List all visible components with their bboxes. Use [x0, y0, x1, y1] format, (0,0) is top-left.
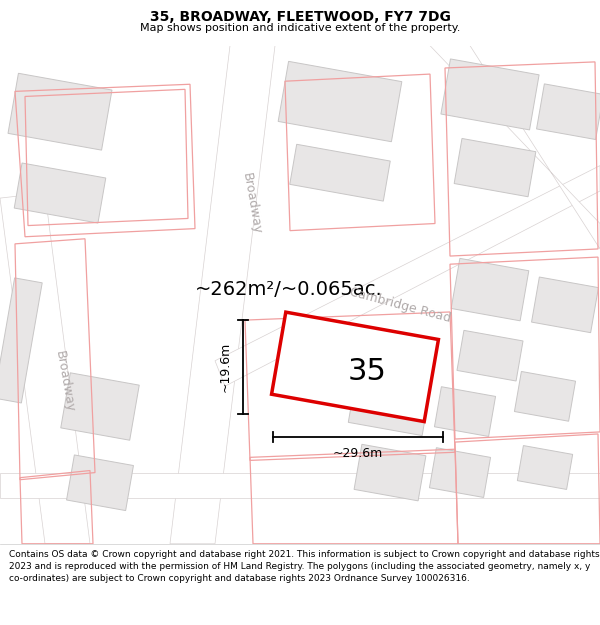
Polygon shape [278, 61, 402, 142]
Polygon shape [170, 46, 275, 544]
Text: Cambridge Road: Cambridge Road [348, 285, 452, 324]
Polygon shape [215, 166, 600, 386]
Polygon shape [457, 331, 523, 381]
Polygon shape [8, 73, 112, 150]
Polygon shape [290, 144, 390, 201]
Text: 35: 35 [347, 357, 386, 386]
Polygon shape [434, 387, 496, 436]
Polygon shape [0, 278, 42, 403]
Polygon shape [0, 193, 90, 544]
Polygon shape [454, 139, 536, 197]
Text: Map shows position and indicative extent of the property.: Map shows position and indicative extent… [140, 23, 460, 33]
Text: Broadway: Broadway [53, 349, 77, 413]
Polygon shape [354, 444, 426, 501]
Polygon shape [536, 84, 600, 139]
Text: Broadway: Broadway [240, 171, 264, 235]
Polygon shape [430, 448, 491, 498]
Polygon shape [14, 163, 106, 223]
Text: Contains OS data © Crown copyright and database right 2021. This information is : Contains OS data © Crown copyright and d… [9, 550, 599, 583]
Polygon shape [451, 258, 529, 321]
Polygon shape [441, 59, 539, 130]
Polygon shape [430, 46, 600, 249]
Text: 35, BROADWAY, FLEETWOOD, FY7 7DG: 35, BROADWAY, FLEETWOOD, FY7 7DG [149, 10, 451, 24]
Polygon shape [517, 446, 572, 489]
Polygon shape [348, 368, 432, 436]
Polygon shape [532, 277, 598, 332]
Text: ~29.6m: ~29.6m [332, 447, 383, 460]
Text: ~19.6m: ~19.6m [218, 342, 232, 392]
Polygon shape [67, 455, 133, 511]
Text: ~262m²/~0.065ac.: ~262m²/~0.065ac. [195, 280, 383, 299]
Polygon shape [514, 371, 575, 421]
Polygon shape [0, 472, 600, 498]
Polygon shape [272, 312, 439, 422]
Polygon shape [61, 372, 139, 440]
